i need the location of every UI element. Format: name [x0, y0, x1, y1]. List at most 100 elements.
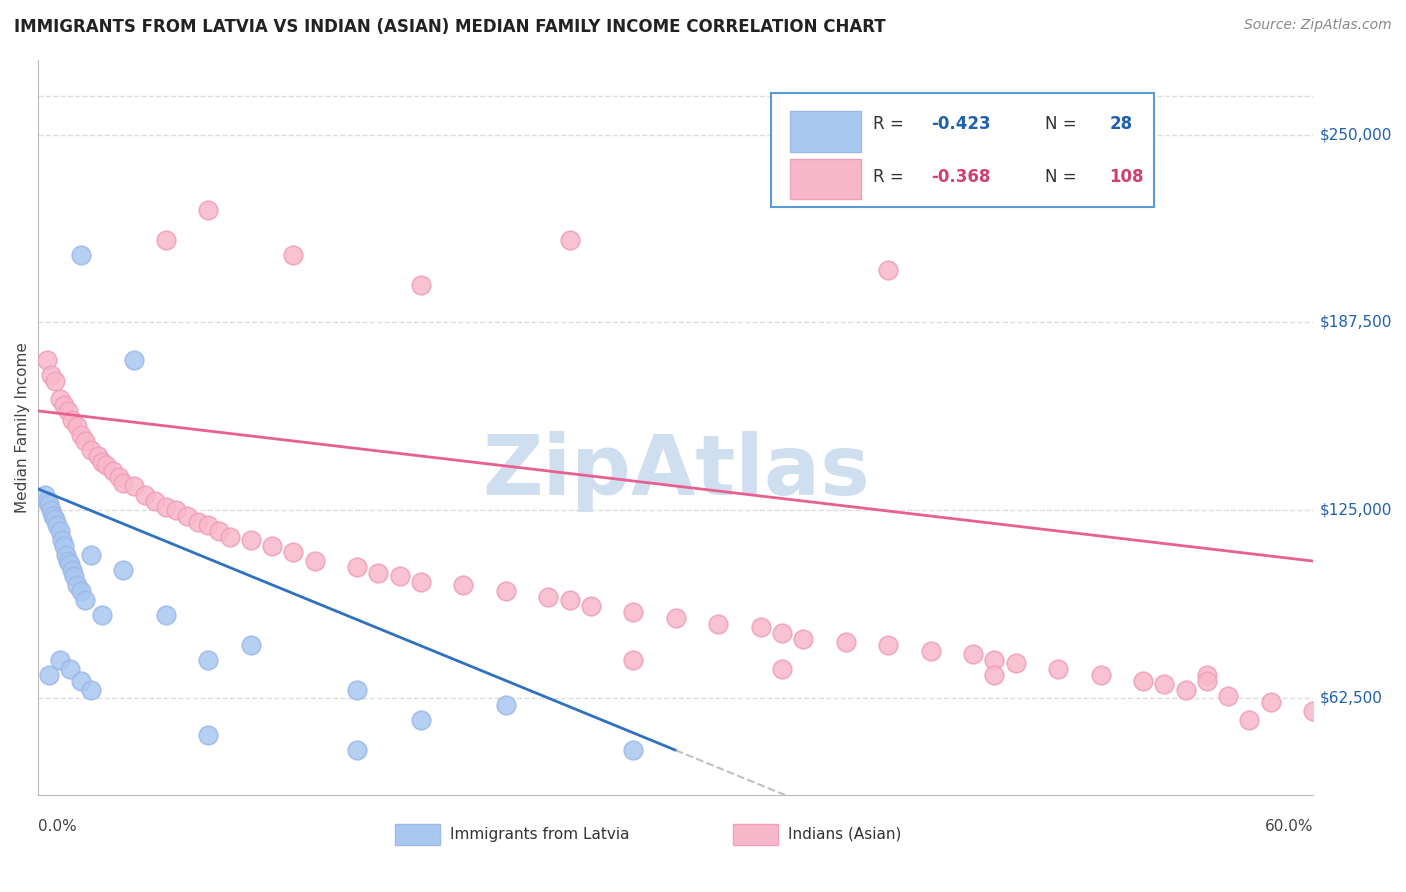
Point: [46, 518, 69, 533]
Point: [44, 512, 66, 526]
Point: [52, 398, 75, 412]
Point: [91, 455, 114, 469]
Point: [621, 653, 644, 667]
Text: -0.423: -0.423: [931, 115, 990, 133]
Point: [1302, 704, 1324, 718]
Point: [69, 584, 91, 599]
Point: [665, 611, 688, 625]
Point: [65, 578, 87, 592]
Point: [770, 662, 793, 676]
Point: [42, 509, 65, 524]
Point: [91, 608, 114, 623]
Point: [101, 464, 124, 478]
Point: [495, 584, 517, 599]
Point: [346, 560, 368, 574]
Point: [1153, 677, 1175, 691]
Point: [35, 494, 58, 508]
Point: [388, 569, 411, 583]
Point: [48, 653, 70, 667]
Point: [155, 233, 177, 247]
Text: 28: 28: [1109, 115, 1132, 133]
Point: [208, 524, 231, 538]
Point: [1132, 674, 1154, 689]
Point: [48, 392, 70, 406]
Point: [1260, 695, 1282, 709]
Point: [792, 632, 814, 647]
Text: IMMIGRANTS FROM LATVIA VS INDIAN (ASIAN) MEDIAN FAMILY INCOME CORRELATION CHART: IMMIGRANTS FROM LATVIA VS INDIAN (ASIAN)…: [14, 18, 886, 36]
Point: [122, 352, 145, 367]
Point: [495, 698, 517, 713]
Text: Source: ZipAtlas.com: Source: ZipAtlas.com: [1244, 18, 1392, 32]
FancyBboxPatch shape: [790, 159, 860, 200]
Point: [60, 563, 83, 577]
Point: [55, 548, 77, 562]
Text: R =: R =: [873, 169, 910, 186]
Point: [283, 545, 305, 559]
Point: [346, 743, 368, 757]
Point: [52, 539, 75, 553]
Point: [112, 475, 135, 490]
Point: [558, 233, 581, 247]
Point: [165, 503, 187, 517]
Point: [69, 674, 91, 689]
Point: [239, 533, 262, 547]
Point: [60, 413, 83, 427]
Point: [920, 644, 942, 658]
Point: [304, 554, 326, 568]
Point: [69, 428, 91, 442]
Text: Indians (Asian): Indians (Asian): [787, 827, 901, 842]
Point: [39, 368, 62, 382]
Point: [1174, 683, 1197, 698]
Point: [621, 605, 644, 619]
Point: [367, 566, 389, 580]
Point: [409, 713, 432, 727]
Point: [558, 593, 581, 607]
Point: [409, 277, 432, 292]
Point: [80, 683, 103, 698]
Point: [409, 575, 432, 590]
Text: 108: 108: [1109, 169, 1143, 186]
Point: [38, 497, 60, 511]
Point: [59, 557, 82, 571]
Text: 60.0%: 60.0%: [1264, 820, 1313, 834]
Point: [749, 620, 772, 634]
Point: [56, 404, 79, 418]
Point: [143, 494, 166, 508]
Point: [877, 638, 900, 652]
FancyBboxPatch shape: [395, 824, 440, 845]
Point: [621, 743, 644, 757]
Point: [1004, 656, 1026, 670]
Point: [75, 593, 97, 607]
Point: [108, 470, 131, 484]
Point: [80, 442, 103, 457]
Point: [983, 668, 1005, 682]
Point: [197, 653, 219, 667]
Point: [63, 569, 86, 583]
Text: $250,000: $250,000: [1320, 128, 1392, 142]
Text: R =: R =: [873, 115, 910, 133]
Point: [579, 599, 602, 614]
Point: [134, 488, 156, 502]
Text: 0.0%: 0.0%: [38, 820, 77, 834]
Point: [1239, 713, 1261, 727]
Point: [155, 608, 177, 623]
Point: [197, 518, 219, 533]
Point: [44, 374, 66, 388]
Point: [1047, 662, 1070, 676]
Point: [283, 248, 305, 262]
FancyBboxPatch shape: [772, 93, 1154, 207]
Text: Immigrants from Latvia: Immigrants from Latvia: [450, 827, 630, 842]
Y-axis label: Median Family Income: Median Family Income: [15, 342, 30, 513]
Point: [1195, 668, 1218, 682]
Point: [56, 554, 79, 568]
Point: [187, 515, 209, 529]
Text: -0.368: -0.368: [931, 169, 990, 186]
Point: [260, 539, 283, 553]
Point: [1195, 674, 1218, 689]
Point: [239, 638, 262, 652]
Point: [96, 458, 118, 472]
Point: [197, 728, 219, 742]
Point: [39, 503, 62, 517]
Point: [197, 202, 219, 217]
Point: [35, 352, 58, 367]
